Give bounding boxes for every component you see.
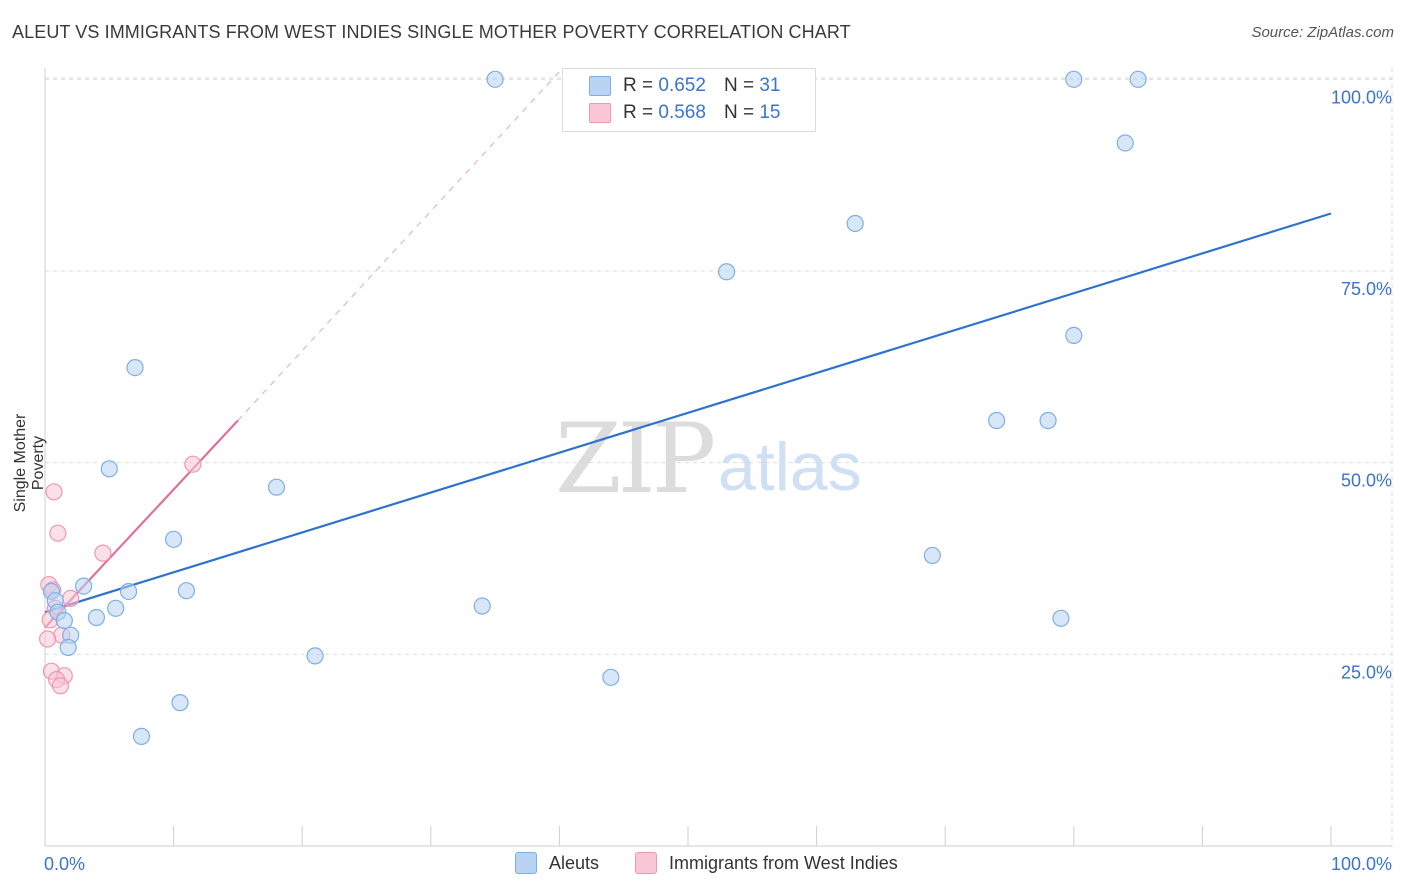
aleut-point	[100, 460, 118, 478]
aleuts-trend-line	[44, 212, 1332, 614]
legend-n-value: 15	[759, 102, 781, 123]
y-tick-label: 100.0%	[1331, 87, 1392, 107]
aleut-point	[59, 638, 77, 657]
legend-r-value: 0.568	[658, 102, 706, 123]
aleut-point	[267, 478, 286, 496]
aleut-point	[171, 694, 189, 712]
tick-labels: 25.0% 50.0% 75.0% 100.0% 0.0% 100.0%	[44, 87, 1392, 874]
aleut-point	[177, 582, 196, 600]
y-axis-label: Single Mother Poverty	[12, 413, 47, 513]
source-credit: Source: ZipAtlas.com	[1251, 24, 1394, 41]
west-indies-point	[51, 677, 70, 695]
west-indies-point	[94, 544, 112, 562]
series-label-west-indies: Immigrants from West Indies	[669, 852, 898, 873]
y-tick-label: 75.0%	[1341, 279, 1392, 299]
aleut-point	[486, 70, 504, 88]
y-tick-label: 25.0%	[1341, 662, 1392, 682]
aleut-point	[1039, 411, 1057, 430]
legend-r-label: R =	[623, 75, 654, 96]
legend-row-aleuts: R = 0.652 N = 31	[589, 74, 780, 98]
aleut-point	[165, 530, 183, 548]
aleut-point	[119, 582, 138, 601]
series-label-aleuts: Aleuts	[549, 852, 600, 873]
watermark: ZIP atlas	[555, 403, 862, 515]
legend-swatch-aleuts	[589, 76, 611, 96]
aleut-point	[87, 608, 106, 627]
west-indies-point	[62, 589, 80, 607]
west-indies-point	[45, 483, 63, 501]
trend-lines	[44, 71, 1332, 629]
aleut-point	[55, 611, 73, 630]
x-tick-label-max: 100.0%	[1331, 854, 1392, 874]
aleut-point	[132, 727, 151, 745]
aleut-point	[846, 214, 864, 233]
aleut-point	[988, 411, 1006, 430]
west-indies-point	[184, 455, 202, 473]
aleut-point	[306, 647, 324, 665]
aleut-point	[923, 546, 941, 565]
aleut-point	[74, 577, 93, 595]
legend-swatch-west-indies	[589, 103, 611, 123]
chart-title: ALEUT VS IMMIGRANTS FROM WEST INDIES SIN…	[12, 22, 851, 42]
legend-r-label: R =	[623, 102, 654, 123]
aleut-point	[473, 597, 491, 615]
watermark-zip: ZIP	[555, 403, 714, 515]
series-legend: Aleuts Immigrants from West Indies	[0, 852, 1406, 878]
aleut-point	[126, 359, 144, 377]
watermark-atlas: atlas	[718, 429, 862, 505]
west-indies-trend-extension	[237, 71, 560, 421]
aleut-point	[602, 668, 620, 686]
legend-n-label: N =	[723, 75, 755, 96]
grid-lines	[45, 68, 1393, 846]
west-indies-point	[38, 630, 57, 648]
x-tick-label-min: 0.0%	[44, 854, 85, 874]
axes	[44, 68, 1392, 847]
series-legend-aleuts[interactable]: Aleuts	[515, 852, 599, 874]
legend-r-value: 0.652	[658, 75, 706, 96]
correlation-legend: R = 0.652 N = 31 R = 0.568 N = 15	[562, 68, 816, 132]
data-points	[38, 70, 1147, 745]
aleut-point	[717, 263, 736, 281]
aleut-point	[1065, 326, 1083, 344]
legend-n-label: N =	[723, 102, 755, 123]
series-swatch-west-indies	[635, 852, 657, 874]
series-legend-west-indies[interactable]: Immigrants from West Indies	[635, 852, 898, 874]
aleut-point	[1129, 70, 1147, 88]
aleut-point	[107, 599, 125, 617]
aleut-point	[1116, 134, 1134, 152]
series-swatch-aleuts	[515, 852, 537, 874]
aleut-point	[1052, 609, 1070, 627]
y-tick-label: 50.0%	[1341, 471, 1392, 491]
west-indies-point	[49, 524, 67, 542]
legend-row-west-indies: R = 0.568 N = 15	[589, 101, 780, 125]
aleut-point	[1065, 70, 1083, 88]
legend-n-value: 31	[759, 75, 781, 96]
